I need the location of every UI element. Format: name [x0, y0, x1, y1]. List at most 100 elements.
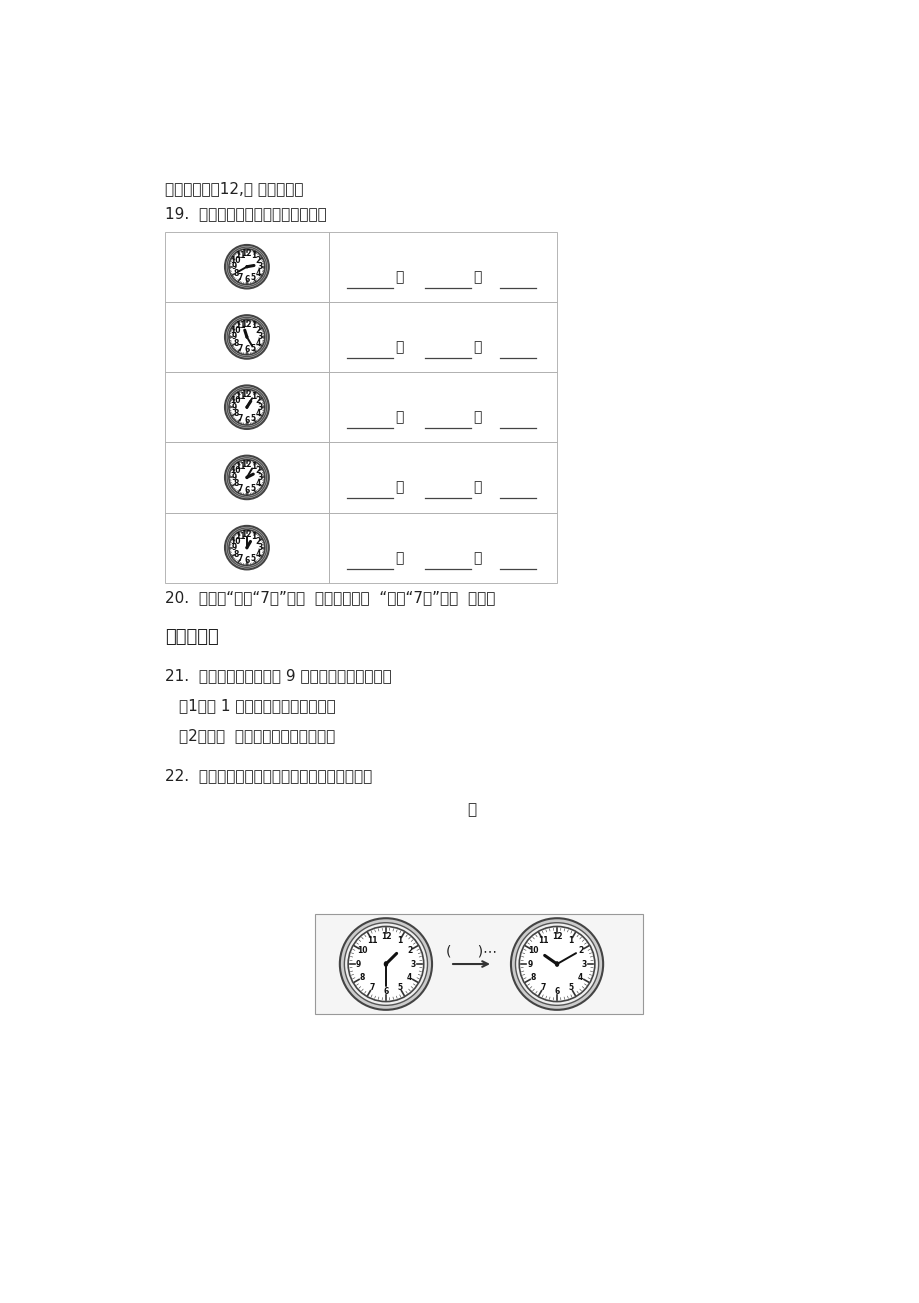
- Text: 2: 2: [406, 946, 412, 955]
- Text: 19.  读出钟面上的时刻，再写下来。: 19. 读出钟面上的时刻，再写下来。: [165, 206, 326, 222]
- Text: 2: 2: [255, 537, 260, 546]
- Text: 12: 12: [242, 530, 252, 539]
- Text: 4: 4: [255, 480, 260, 489]
- Ellipse shape: [347, 926, 424, 1002]
- Text: 分: 分: [473, 481, 482, 494]
- Ellipse shape: [227, 528, 267, 567]
- Text: 8: 8: [530, 973, 536, 982]
- Text: 9: 9: [231, 262, 236, 271]
- Ellipse shape: [225, 526, 268, 569]
- Text: 9: 9: [231, 403, 236, 412]
- Text: 9: 9: [231, 543, 236, 552]
- Text: 5: 5: [568, 982, 573, 992]
- Text: 2: 2: [255, 255, 260, 265]
- Text: 4: 4: [255, 550, 260, 559]
- Text: 8: 8: [233, 268, 238, 278]
- Text: 2: 2: [255, 396, 260, 405]
- Text: 8: 8: [233, 409, 238, 418]
- Text: 5: 5: [397, 982, 402, 992]
- FancyBboxPatch shape: [329, 302, 557, 373]
- Text: 10: 10: [230, 537, 241, 546]
- Text: 8: 8: [233, 550, 238, 559]
- Text: 1: 1: [251, 392, 255, 400]
- Ellipse shape: [515, 923, 598, 1006]
- Text: 时: 时: [395, 270, 403, 284]
- Text: 5: 5: [251, 554, 255, 563]
- Text: 21.  冬冬做一个灯笼需要 9 分钟，按这样的速度，: 21. 冬冬做一个灯笼需要 9 分钟，按这样的速度，: [165, 668, 391, 683]
- Text: （1）他 1 小时最多能做好多少个？: （1）他 1 小时最多能做好多少个？: [179, 698, 335, 713]
- Text: 4: 4: [255, 339, 260, 348]
- Text: 4: 4: [255, 409, 260, 418]
- Text: 3: 3: [257, 543, 262, 552]
- Text: 12: 12: [242, 460, 252, 469]
- Text: 11: 11: [235, 461, 245, 470]
- Text: 11: 11: [538, 936, 548, 945]
- Text: 12: 12: [380, 933, 391, 942]
- Text: 11: 11: [235, 322, 245, 331]
- Text: 9: 9: [231, 332, 236, 341]
- Ellipse shape: [225, 386, 268, 429]
- Circle shape: [246, 266, 247, 267]
- Text: 6: 6: [244, 556, 249, 566]
- Circle shape: [246, 547, 247, 549]
- Text: 7: 7: [237, 274, 243, 283]
- Text: 12: 12: [242, 390, 252, 399]
- Text: 1: 1: [396, 936, 402, 945]
- Ellipse shape: [225, 315, 268, 358]
- FancyBboxPatch shape: [165, 512, 329, 582]
- Text: 9: 9: [231, 473, 236, 482]
- Text: 10: 10: [230, 255, 241, 265]
- Text: 20.  时针从“旺到“7，”走了  小时；分针从  “徒到“7，”走了  分钟。: 20. 时针从“旺到“7，”走了 小时；分针从 “徒到“7，”走了 分钟。: [165, 590, 494, 605]
- Text: 8: 8: [233, 339, 238, 348]
- Text: 10: 10: [230, 396, 241, 405]
- Ellipse shape: [227, 457, 267, 496]
- Text: 分: 分: [467, 803, 475, 817]
- Ellipse shape: [227, 248, 267, 287]
- Text: 分: 分: [473, 270, 482, 284]
- Text: 10: 10: [230, 326, 241, 335]
- Text: 9: 9: [527, 959, 532, 968]
- Text: 5: 5: [251, 344, 255, 353]
- FancyBboxPatch shape: [329, 373, 557, 442]
- Text: 3: 3: [581, 959, 586, 968]
- Text: 8: 8: [359, 973, 365, 982]
- Text: 7: 7: [237, 554, 243, 563]
- Text: 10: 10: [357, 946, 368, 955]
- Text: 3: 3: [257, 262, 262, 271]
- Text: 6: 6: [383, 986, 388, 995]
- Text: 22.  先写出钟面上的时间，再算出经过的时间。: 22. 先写出钟面上的时间，再算出经过的时间。: [165, 769, 372, 783]
- FancyBboxPatch shape: [165, 442, 329, 512]
- FancyBboxPatch shape: [329, 442, 557, 512]
- Text: 12: 12: [242, 249, 252, 258]
- Text: 6: 6: [244, 486, 249, 495]
- FancyBboxPatch shape: [165, 302, 329, 373]
- Text: 7: 7: [237, 483, 243, 493]
- Circle shape: [246, 477, 247, 478]
- Text: 1: 1: [251, 461, 255, 470]
- Text: 11: 11: [235, 392, 245, 400]
- Text: 4: 4: [255, 268, 260, 278]
- Ellipse shape: [225, 245, 268, 288]
- Circle shape: [246, 336, 247, 337]
- Text: 6: 6: [554, 986, 559, 995]
- Text: 时: 时: [395, 551, 403, 564]
- Text: 10: 10: [528, 946, 539, 955]
- Text: 2: 2: [255, 326, 260, 335]
- Text: (      )⋯: ( )⋯: [446, 945, 496, 959]
- Ellipse shape: [344, 923, 427, 1006]
- FancyBboxPatch shape: [329, 232, 557, 302]
- Text: 7: 7: [369, 982, 375, 992]
- Ellipse shape: [229, 249, 265, 284]
- Text: 分: 分: [473, 551, 482, 564]
- Text: 9: 9: [356, 959, 361, 968]
- Text: 8: 8: [233, 480, 238, 489]
- Text: 10: 10: [230, 466, 241, 476]
- Ellipse shape: [229, 390, 265, 425]
- Ellipse shape: [229, 460, 265, 495]
- Text: 1: 1: [251, 322, 255, 331]
- Text: 3: 3: [257, 403, 262, 412]
- Text: 分: 分: [473, 340, 482, 354]
- Text: 2: 2: [577, 946, 583, 955]
- Text: 7: 7: [237, 344, 243, 353]
- Text: 6: 6: [244, 275, 249, 284]
